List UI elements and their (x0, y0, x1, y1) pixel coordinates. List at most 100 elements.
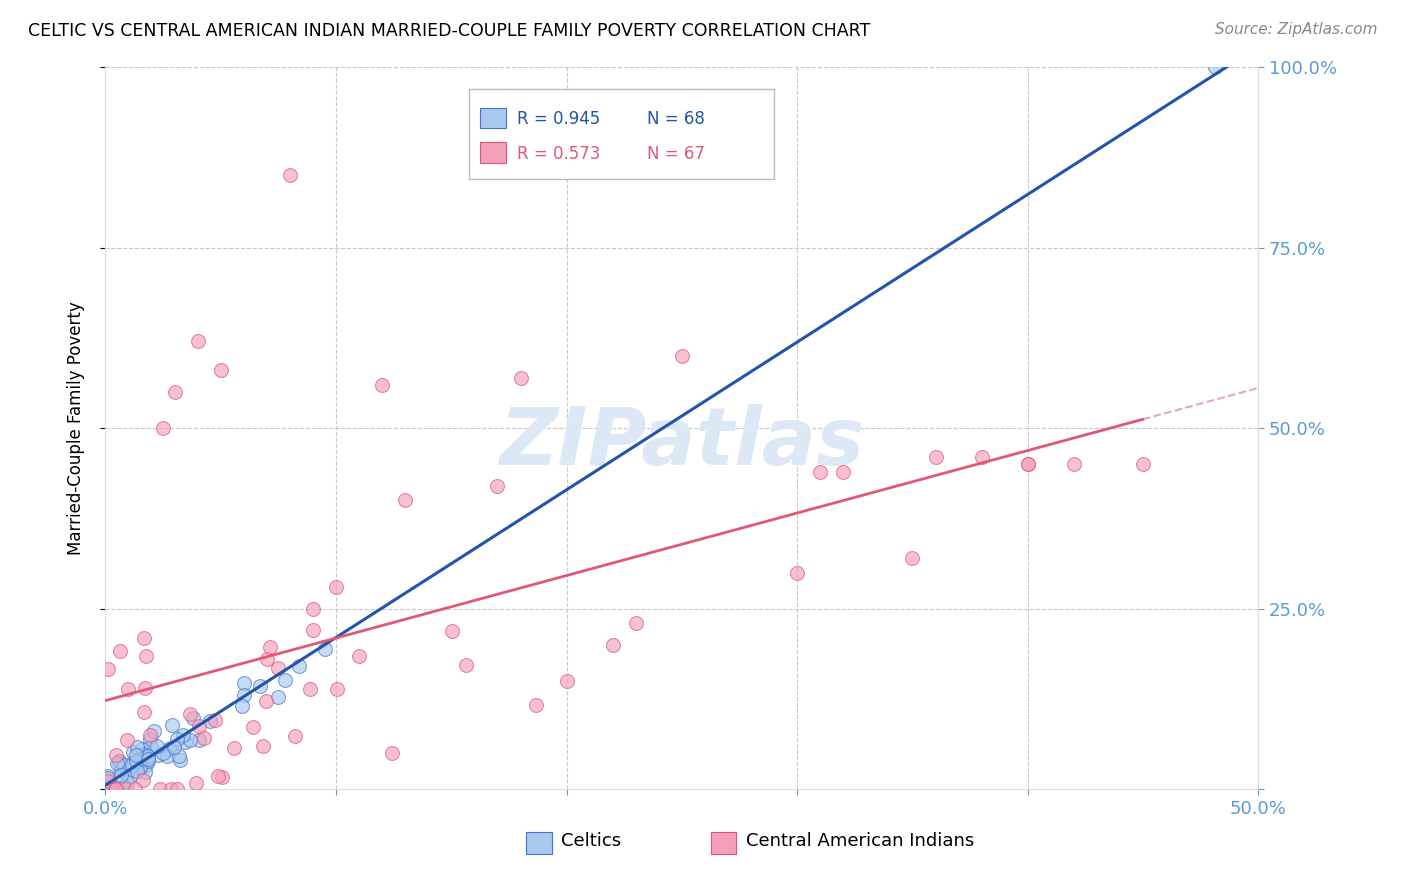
Point (125, 754, 148, 768)
Point (1017, 457, 1039, 471)
Point (555, 674, 578, 689)
Point (302, 602, 325, 616)
Point (156, 749, 179, 764)
Point (141, 740, 163, 755)
Point (486, 479, 509, 493)
Point (97, 774, 120, 789)
Point (256, 652, 278, 666)
Point (299, 681, 322, 696)
FancyBboxPatch shape (468, 88, 775, 179)
Point (134, 747, 156, 761)
Point (132, 747, 155, 762)
Point (222, 740, 245, 755)
Point (326, 681, 349, 696)
Point (127, 764, 149, 778)
Point (112, 780, 135, 795)
Point (115, 765, 138, 780)
Point (122, 745, 145, 759)
Text: Source: ZipAtlas.com: Source: ZipAtlas.com (1215, 22, 1378, 37)
Point (129, 752, 152, 766)
Point (671, 349, 693, 363)
Point (624, 616, 647, 631)
Text: N = 68: N = 68 (647, 110, 706, 128)
Point (100, 782, 122, 797)
Text: ZIPatlas: ZIPatlas (499, 403, 865, 482)
Point (134, 765, 156, 780)
Point (325, 580, 347, 594)
Point (901, 551, 924, 566)
Point (104, 782, 127, 797)
Point (114, 765, 136, 780)
Point (134, 705, 156, 719)
Point (97, 780, 120, 795)
Point (181, 711, 204, 725)
Point (200, 714, 222, 728)
Point (135, 648, 157, 663)
Point (136, 754, 159, 768)
Point (134, 681, 156, 696)
Point (98, 780, 121, 794)
Point (127, 740, 149, 755)
Point (160, 718, 183, 732)
Point (115, 732, 138, 747)
Point (163, 385, 186, 400)
Point (207, 769, 229, 783)
Point (172, 728, 194, 742)
Point (131, 742, 153, 756)
Point (509, 370, 531, 384)
Text: Celtics: Celtics (561, 832, 621, 850)
Point (1017, 457, 1039, 471)
Point (105, 748, 128, 763)
Text: N = 67: N = 67 (647, 145, 706, 162)
Point (394, 493, 416, 508)
Point (98, 782, 121, 797)
Point (278, 168, 301, 183)
Point (233, 676, 256, 690)
Point (160, 741, 183, 756)
Point (284, 729, 307, 743)
Point (314, 642, 336, 657)
Point (187, 334, 209, 349)
Point (204, 713, 226, 727)
Point (139, 732, 162, 747)
Point (124, 782, 146, 797)
Point (274, 673, 297, 688)
Point (160, 782, 183, 797)
Point (146, 739, 169, 754)
Point (143, 723, 166, 738)
Point (454, 658, 477, 673)
Point (167, 748, 190, 763)
Point (104, 782, 127, 797)
Text: R = 0.573: R = 0.573 (517, 145, 600, 162)
Point (139, 728, 162, 742)
Point (169, 753, 191, 767)
Point (115, 782, 138, 797)
Point (441, 624, 464, 638)
Point (832, 465, 855, 479)
Point (187, 719, 209, 733)
Point (267, 690, 290, 704)
Point (242, 719, 264, 733)
Point (1063, 457, 1085, 471)
Point (254, 694, 277, 708)
Point (179, 733, 201, 747)
Point (249, 679, 271, 693)
Point (129, 761, 152, 775)
Point (121, 756, 143, 770)
Point (136, 748, 159, 763)
Point (179, 707, 201, 722)
Point (108, 644, 131, 658)
Point (135, 757, 157, 772)
Point (105, 756, 128, 771)
Point (134, 632, 156, 646)
Point (152, 746, 174, 760)
Point (252, 739, 274, 754)
Point (125, 747, 148, 762)
Point (110, 768, 132, 782)
Point (524, 698, 547, 713)
Point (209, 363, 232, 377)
Y-axis label: Married-Couple Family Poverty: Married-Couple Family Poverty (66, 301, 84, 555)
Point (136, 752, 159, 766)
Point (128, 762, 150, 776)
Point (148, 747, 170, 762)
